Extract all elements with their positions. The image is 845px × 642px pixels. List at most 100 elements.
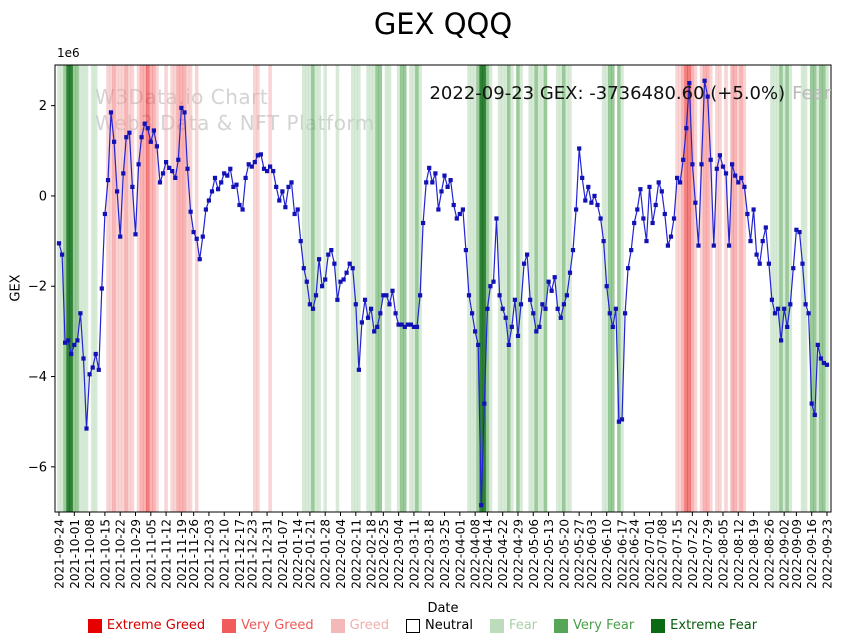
gex-marker	[148, 139, 153, 144]
sentiment-band-vf	[63, 65, 67, 512]
sentiment-band-f	[565, 65, 569, 512]
sentiment-band-vf	[534, 65, 539, 512]
gex-marker	[632, 220, 637, 226]
x-tick-label: 2022-07-29	[701, 519, 715, 589]
sentiment-band-f	[782, 65, 786, 512]
gex-marker	[212, 175, 218, 180]
x-tick-label: 2022-03-18	[423, 519, 437, 589]
sentiment-band-f	[773, 65, 777, 512]
gex-marker	[518, 302, 524, 307]
gex-marker	[696, 243, 701, 248]
gex-marker	[399, 322, 404, 327]
gex-marker	[619, 417, 625, 422]
gex-marker	[675, 175, 680, 180]
sentiment-band-g	[253, 65, 257, 512]
gex-marker	[454, 216, 459, 221]
x-tick-label: 2021-12-03	[202, 519, 216, 589]
sentiment-band-f	[317, 65, 321, 512]
gex-marker	[641, 216, 646, 221]
gex-marker	[656, 180, 661, 185]
gex-marker	[81, 356, 86, 361]
sentiment-band-vf	[543, 65, 548, 512]
gex-marker	[313, 293, 319, 298]
sentiment-band-vg	[705, 65, 710, 512]
x-tick-label: 2021-11-05	[144, 519, 158, 589]
x-tick-label: 2022-03-04	[392, 519, 406, 589]
sentiment-band-f	[559, 65, 563, 512]
gex-marker	[173, 175, 178, 180]
sentiment-band-f	[555, 65, 560, 512]
sentiment-band-vf	[402, 65, 407, 512]
gex-marker	[782, 306, 787, 311]
gex-marker	[402, 324, 407, 329]
gex-marker	[503, 315, 508, 320]
gex-marker	[317, 257, 322, 262]
sentiment-band-vg	[681, 65, 685, 512]
gex-marker	[745, 211, 750, 217]
gex-marker	[231, 184, 236, 189]
gex-marker	[806, 311, 811, 316]
gex-marker	[197, 257, 202, 262]
sentiment-band-g	[109, 65, 113, 512]
gex-marker	[739, 175, 744, 180]
gex-marker	[381, 293, 386, 298]
sentiment-band-vf	[415, 65, 419, 512]
extreme-greed-swatch-icon	[87, 618, 102, 633]
gex-marker	[261, 166, 267, 171]
x-tick-label: 2021-10-01	[68, 519, 82, 589]
x-tick-label: 2022-08-12	[732, 519, 746, 589]
gex-marker	[485, 306, 490, 311]
gex-marker	[779, 338, 784, 343]
sentiment-band-vg	[139, 65, 144, 512]
sentiment-band-f	[568, 65, 572, 512]
gex-marker	[225, 173, 230, 178]
sentiment-band-f	[531, 65, 536, 512]
gex-marker	[418, 293, 423, 298]
gex-marker	[662, 211, 667, 217]
x-tick-label: 2022-07-22	[686, 519, 700, 589]
gex-marker	[494, 216, 499, 221]
x-tick-label: 2022-06-03	[585, 519, 599, 589]
sentiment-band-vg	[124, 65, 129, 512]
sentiment-band-g	[718, 65, 722, 512]
sentiment-band-g	[155, 65, 159, 512]
sentiment-band-g	[121, 65, 126, 512]
sentiment-legend: Extreme Greed Very Greed Greed Neutral Fear V…	[0, 618, 845, 633]
x-tick-label: 2022-04-08	[469, 519, 483, 589]
sentiment-band-f	[93, 65, 98, 512]
sentiment-band-vg	[176, 65, 181, 512]
gex-marker	[304, 279, 309, 284]
x-tick-label: 2022-01-21	[303, 519, 317, 589]
gex-marker	[182, 110, 187, 115]
gex-marker	[690, 162, 695, 167]
x-tick-label: 2021-12-17	[233, 519, 247, 589]
x-tick-label: 2022-03-25	[438, 519, 452, 589]
gex-marker	[234, 182, 239, 187]
gex-marker	[96, 367, 101, 372]
gex-marker	[375, 324, 380, 329]
gex-marker	[717, 153, 722, 158]
gex-line	[58, 80, 828, 506]
x-tick-label: 2022-04-01	[453, 519, 467, 589]
x-tick-label: 2022-01-14	[291, 519, 305, 589]
gex-marker	[121, 171, 126, 176]
gex-marker	[564, 293, 569, 298]
gex-marker	[772, 311, 778, 316]
watermark-line2: Web3 Data & NFT Platform	[95, 111, 375, 135]
gex-marker	[176, 157, 181, 162]
gex-marker	[421, 220, 426, 226]
gex-marker	[271, 169, 276, 174]
gex-marker	[274, 184, 279, 189]
sentiment-band-vf	[485, 65, 490, 512]
gex-marker	[512, 297, 517, 302]
sentiment-band-f	[409, 65, 413, 512]
gex-marker	[479, 503, 484, 508]
legend-item-fear: Fear	[489, 618, 537, 633]
sentiment-band-g	[130, 65, 135, 512]
annotation-text: 2022-09-23 GEX: -3736480.60 (+5.0%)	[429, 83, 786, 104]
gex-marker	[295, 207, 300, 212]
gex-marker	[63, 340, 68, 345]
sentiment-band-f	[396, 65, 401, 512]
gex-marker	[803, 302, 808, 307]
